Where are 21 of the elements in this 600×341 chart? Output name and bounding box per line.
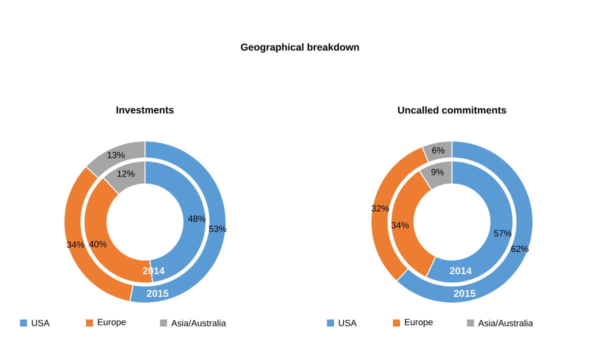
slice-label: 2015 <box>454 290 476 297</box>
chart-title: Uncalled commitments <box>398 106 506 114</box>
data-label: 13% <box>108 152 125 158</box>
slice-label: 2014 <box>450 267 472 274</box>
legend-label: Europe <box>98 318 126 328</box>
legend-label: USA <box>338 320 357 326</box>
data-label: 6% <box>432 147 444 154</box>
legend-label: USA <box>32 320 50 326</box>
data-label: 40% <box>89 240 107 248</box>
data-label: 9% <box>431 168 444 176</box>
legend-label: Asia/Australia <box>171 320 226 326</box>
data-label: 48% <box>188 216 206 222</box>
slice-label: 2015 <box>146 290 168 297</box>
data-label: 62% <box>511 246 529 252</box>
data-label: 57% <box>494 230 512 236</box>
chart-title: Investments <box>116 106 174 114</box>
legend-label: Europe <box>404 318 433 328</box>
data-label: 34% <box>391 222 409 228</box>
text: Geographical breakdown <box>240 43 359 53</box>
data-label: 12% <box>118 170 135 177</box>
legend-label: Asia/Australia <box>478 320 534 326</box>
